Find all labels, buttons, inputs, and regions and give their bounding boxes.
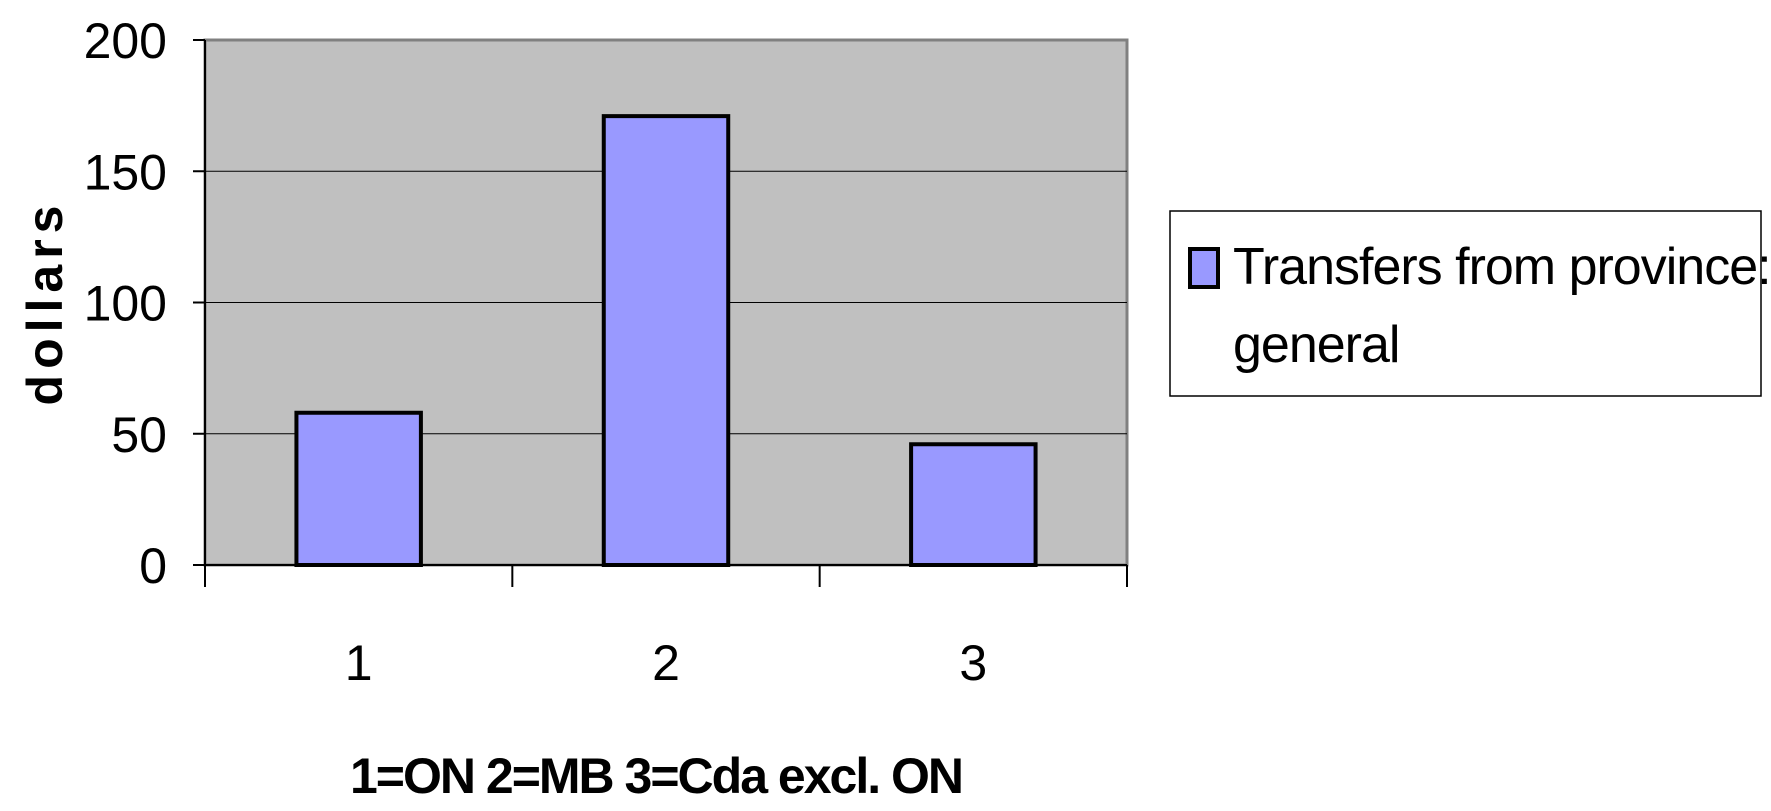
bar-1 — [294, 410, 423, 567]
y-tick-label: 0 — [139, 538, 167, 594]
y-tick-label: 200 — [84, 13, 167, 69]
y-tick-label: 50 — [111, 407, 167, 463]
y-tick-label: 100 — [84, 276, 167, 332]
legend-label-line-1: Transfers from province: — [1233, 238, 1771, 296]
x-axis-title: 1=ON 2=MB 3=Cda excl. ON — [350, 748, 962, 804]
bar-2 — [601, 114, 731, 567]
axes — [193, 39, 1128, 587]
y-tick-labels: 0 50 100 150 200 — [84, 13, 167, 594]
y-tick-label: 150 — [84, 144, 167, 200]
x-tick-label: 1 — [345, 635, 373, 691]
x-tick-labels: 1 2 3 — [345, 635, 987, 691]
bar-3 — [909, 442, 1038, 567]
bars — [294, 114, 1038, 567]
legend-swatch — [1188, 247, 1220, 289]
legend-label-line-2: general — [1233, 316, 1399, 374]
y-axis-title: dollars — [17, 200, 73, 406]
legend-box — [1169, 210, 1762, 397]
x-tick-label: 2 — [652, 635, 680, 691]
legend-label: Transfers from province: general — [1233, 238, 1771, 374]
legend: Transfers from province: general — [1169, 210, 1771, 397]
x-tick-label: 3 — [959, 635, 987, 691]
